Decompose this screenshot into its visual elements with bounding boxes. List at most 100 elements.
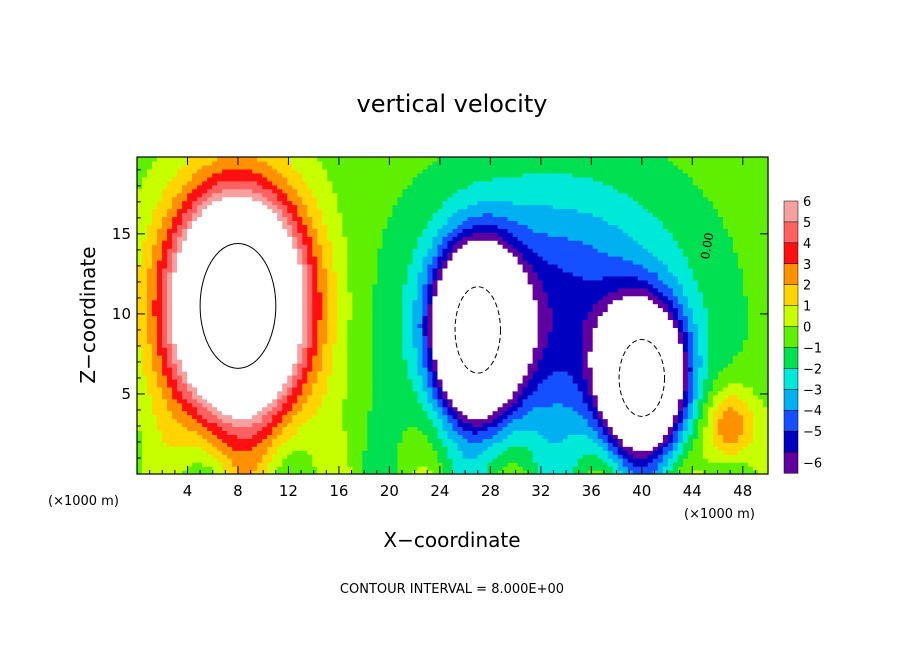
heatmap-cell (237, 355, 243, 360)
heatmap-cell (342, 335, 348, 340)
heatmap-cell (312, 462, 318, 467)
heatmap-cell (362, 160, 368, 166)
heatmap-cell (292, 176, 298, 182)
heatmap-cell (267, 315, 273, 321)
heatmap-cell (192, 287, 198, 293)
heatmap-cell (202, 382, 208, 388)
heatmap-cell (432, 319, 439, 325)
heatmap-cell (142, 378, 148, 384)
heatmap-cell (267, 176, 273, 182)
heatmap-cell (417, 160, 424, 166)
heatmap-cell (222, 426, 228, 432)
heatmap-cell (317, 307, 323, 313)
heatmap-cell (297, 212, 303, 218)
heatmap-cell (337, 216, 343, 221)
heatmap-cell (322, 446, 328, 451)
heatmap-cell (157, 275, 163, 281)
heatmap-cell (272, 180, 278, 186)
heatmap-cell (202, 359, 208, 364)
heatmap-cell (237, 212, 243, 218)
heatmap-cell (412, 236, 419, 241)
heatmap-cell (392, 418, 399, 424)
heatmap-cell (142, 279, 148, 285)
heatmap-cell (427, 359, 434, 364)
heatmap-cell (302, 283, 308, 289)
heatmap-cell (377, 279, 383, 285)
heatmap-cell (382, 204, 388, 210)
heatmap-cell (207, 160, 213, 166)
heatmap-cell (242, 394, 248, 400)
heatmap-cell (377, 450, 383, 455)
heatmap-cell (292, 430, 298, 435)
heatmap-cell (382, 224, 388, 229)
heatmap-cell (142, 200, 148, 206)
heatmap-cell (152, 414, 158, 420)
heatmap-cell (302, 434, 308, 439)
heatmap-cell (167, 216, 173, 221)
heatmap-cell (282, 351, 288, 356)
heatmap-cell (172, 160, 178, 166)
heatmap-cell (177, 402, 183, 408)
heatmap-cell (337, 370, 343, 376)
heatmap-cell (287, 426, 293, 432)
heatmap-cell (172, 331, 178, 336)
heatmap-cell (237, 410, 243, 416)
heatmap-cell (392, 196, 399, 202)
heatmap-cell (362, 244, 368, 249)
heatmap-cell (247, 228, 253, 233)
heatmap-cell (252, 331, 258, 336)
heatmap-cell (397, 291, 404, 297)
heatmap-cell (172, 287, 178, 293)
heatmap-cell (232, 434, 238, 439)
heatmap-cell (242, 208, 248, 214)
heatmap-cell (247, 374, 253, 380)
heatmap-cell (217, 450, 223, 455)
heatmap-cell (272, 299, 278, 305)
heatmap-cell (432, 410, 439, 416)
heatmap-cell (332, 271, 338, 277)
heatmap-cell (202, 188, 208, 194)
heatmap-cell (262, 367, 268, 372)
heatmap-cell (442, 228, 449, 233)
heatmap-cell (297, 378, 303, 384)
heatmap-cell (222, 228, 228, 233)
heatmap-cell (442, 315, 449, 321)
heatmap-cell (432, 232, 439, 237)
heatmap-cell (247, 386, 253, 392)
heatmap-cell (217, 398, 223, 404)
heatmap-cell (262, 295, 268, 301)
heatmap-cell (247, 275, 253, 281)
heatmap-cell (347, 458, 353, 463)
heatmap-cell (217, 462, 223, 467)
heatmap-cell (442, 394, 449, 400)
heatmap-cell (297, 307, 303, 313)
heatmap-cell (327, 319, 333, 325)
heatmap-cell (172, 303, 178, 309)
heatmap-cell (397, 208, 404, 214)
heatmap-cell (222, 422, 228, 428)
heatmap-cell (322, 394, 328, 400)
heatmap-cell (287, 256, 293, 261)
heatmap-cell (242, 367, 248, 372)
heatmap-cell (137, 228, 143, 233)
heatmap-cell (392, 228, 399, 233)
heatmap-cell (137, 291, 143, 297)
heatmap-cell (202, 232, 208, 237)
heatmap-cell (437, 398, 444, 404)
heatmap-cell (262, 462, 268, 467)
heatmap-cell (347, 279, 353, 285)
heatmap-cell (262, 355, 268, 360)
heatmap-cell (317, 402, 323, 408)
heatmap-cell (172, 351, 178, 356)
heatmap-cell (347, 287, 353, 293)
heatmap-cell (152, 458, 158, 463)
heatmap-cell (412, 220, 419, 225)
heatmap-cell (387, 406, 394, 412)
heatmap-cell (407, 228, 414, 233)
heatmap-cell (262, 442, 268, 447)
heatmap-cell (412, 271, 419, 277)
heatmap-cell (322, 188, 328, 194)
heatmap-cell (282, 263, 288, 269)
heatmap-cell (372, 295, 378, 301)
heatmap-cell (357, 426, 363, 432)
